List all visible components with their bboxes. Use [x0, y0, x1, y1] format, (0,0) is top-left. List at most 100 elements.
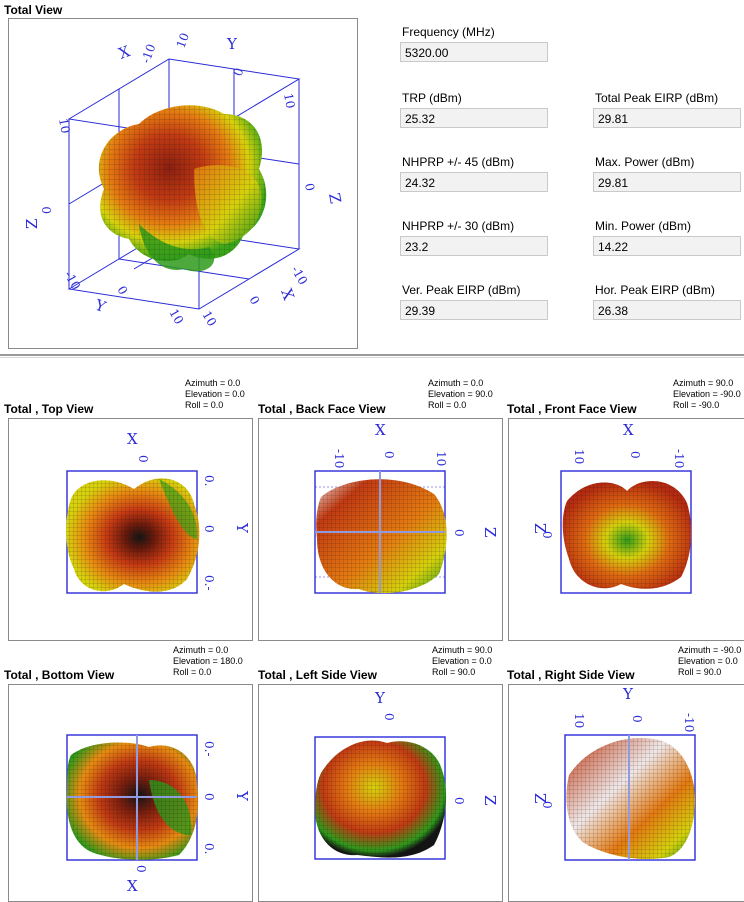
- total-view-y-label-top: Y: [226, 35, 238, 53]
- back-view-azimuth: Azimuth = 0.0: [428, 378, 484, 388]
- front-view-x-axis-label: X: [623, 421, 634, 439]
- left-view-plot[interactable]: Y 0 0 Z: [258, 684, 503, 902]
- right-view-plot[interactable]: Y 10 0 -10 Z 0: [508, 684, 744, 902]
- bottom-view-y-tick-3: 0.: [202, 843, 216, 854]
- back-view-x-tick-3: 10: [434, 451, 448, 466]
- total-view-tick-left-2: 0: [40, 206, 54, 214]
- front-view-x-tick-3: -10: [672, 449, 686, 468]
- ver-peak-eirp-label: Ver. Peak EIRP (dBm): [402, 283, 521, 297]
- front-view-svg: X 10 0 -10 Z 0: [531, 421, 692, 594]
- hor-peak-eirp-value[interactable]: 26.38: [593, 300, 741, 320]
- bottom-view-x-tick: 0: [134, 865, 148, 873]
- top-view-title: Total , Top View: [4, 402, 94, 416]
- right-view-svg: Y 10 0 -10 Z 0: [531, 685, 696, 861]
- back-view-z-tick: 0: [452, 529, 466, 537]
- right-view-azimuth: Azimuth = -90.0: [678, 645, 742, 655]
- section-divider: [0, 354, 744, 356]
- trp-label: TRP (dBm): [402, 91, 462, 105]
- top-view-elevation: Elevation = 0.0: [185, 389, 245, 399]
- total-view-tick-right-1: 10: [281, 92, 297, 109]
- right-view-elevation: Elevation = 0.0: [678, 656, 738, 666]
- top-view-x-tick: 0: [136, 455, 150, 463]
- total-view-tick-top-1: -10: [139, 42, 159, 65]
- back-view-title: Total , Back Face View: [258, 402, 386, 416]
- top-view-x-axis-label: X: [127, 430, 138, 448]
- front-view-elevation: Elevation = -90.0: [673, 389, 741, 399]
- bottom-view-y-tick-2: 0: [202, 793, 216, 801]
- total-view-tick-top-3: 0: [231, 66, 247, 78]
- max-power-value[interactable]: 29.81: [593, 172, 741, 192]
- left-view-y-tick: 0: [382, 713, 396, 721]
- left-view-svg: Y 0 0 Z: [314, 689, 499, 860]
- back-view-svg: X -10 0 10 0 Z: [314, 421, 499, 594]
- front-view-plot[interactable]: X 10 0 -10 Z 0: [508, 418, 744, 641]
- bottom-view-x-axis-label: X: [127, 877, 138, 895]
- back-view-x-tick-1: -10: [332, 449, 346, 468]
- top-view-y-tick-3: 0.-: [202, 575, 216, 591]
- total-view-x-label-bottom: X: [277, 286, 298, 302]
- total-view-tick-bottom-5: 0: [246, 294, 262, 308]
- bottom-view-meta: Azimuth = 0.0 Elevation = 180.0 Roll = 0…: [173, 645, 243, 678]
- top-view-meta: Azimuth = 0.0 Elevation = 0.0 Roll = 0.0: [185, 378, 245, 411]
- bottom-view-svg: 0.- 0 Y 0. 0 X: [66, 734, 251, 895]
- left-view-title: Total , Left Side View: [258, 668, 377, 682]
- right-view-y-tick-2: 0: [630, 715, 644, 723]
- back-view-z-axis-label: Z: [481, 527, 499, 537]
- top-view-y-axis-label: Y: [233, 522, 251, 534]
- total-peak-eirp-value[interactable]: 29.81: [593, 108, 741, 128]
- front-view-title: Total , Front Face View: [507, 402, 637, 416]
- trp-value[interactable]: 25.32: [400, 108, 548, 128]
- right-view-roll: Roll = 90.0: [678, 667, 722, 677]
- hor-peak-eirp-label: Hor. Peak EIRP (dBm): [595, 283, 715, 297]
- total-view-radiation-pattern: [98, 105, 267, 272]
- nhprp45-value[interactable]: 24.32: [400, 172, 548, 192]
- front-view-meta: Azimuth = 90.0 Elevation = -90.0 Roll = …: [673, 378, 741, 411]
- total-peak-eirp-label: Total Peak EIRP (dBm): [595, 91, 719, 105]
- right-view-y-tick-3: -10: [682, 713, 696, 732]
- frequency-label: Frequency (MHz): [402, 25, 495, 39]
- back-view-plot[interactable]: X -10 0 10 0 Z: [258, 418, 503, 641]
- left-view-roll: Roll = 90.0: [432, 667, 476, 677]
- total-view-title: Total View: [4, 3, 63, 17]
- front-view-x-tick-1: 10: [572, 449, 586, 464]
- right-view-z-axis-label: Z: [531, 793, 549, 803]
- total-view-tick-bottom-2: 0: [114, 284, 130, 298]
- bottom-view-azimuth: Azimuth = 0.0: [173, 645, 229, 655]
- front-view-roll: Roll = -90.0: [673, 400, 720, 410]
- total-view-3d-plot[interactable]: X -10 10 Y 0 10 0 Z 10 0 Z -10 0 Y 10 10…: [8, 18, 358, 349]
- total-view-tick-bottom-3: 10: [166, 307, 186, 327]
- back-view-meta: Azimuth = 0.0 Elevation = 90.0 Roll = 0.…: [428, 378, 493, 411]
- total-view-z-label-right: Z: [325, 192, 345, 205]
- back-view-x-axis-label: X: [375, 421, 386, 439]
- total-view-x-label-top: X: [116, 42, 132, 63]
- nhprp30-label: NHPRP +/- 30 (dBm): [402, 219, 515, 233]
- right-view-y-axis-label: Y: [622, 685, 634, 703]
- bottom-view-y-tick-1: 0.-: [202, 741, 216, 757]
- frequency-value[interactable]: 5320.00: [400, 42, 548, 62]
- nhprp30-value[interactable]: 23.2: [400, 236, 548, 256]
- bottom-view-plot[interactable]: 0.- 0 Y 0. 0 X: [8, 684, 253, 902]
- total-view-tick-top-2: 10: [174, 31, 192, 50]
- left-view-y-axis-label: Y: [374, 689, 386, 707]
- bottom-view-y-axis-label: Y: [233, 790, 251, 802]
- back-view-roll: Roll = 0.0: [428, 400, 467, 410]
- left-view-elevation: Elevation = 0.0: [432, 656, 492, 666]
- total-view-y-label-bottom: Y: [92, 296, 109, 317]
- min-power-label: Min. Power (dBm): [595, 219, 692, 233]
- top-view-plot[interactable]: X 0 0. 0 Y 0.-: [8, 418, 253, 641]
- front-view-z-axis-label: Z: [531, 523, 549, 533]
- right-view-title: Total , Right Side View: [507, 668, 635, 682]
- right-view-z-tick: 0: [540, 801, 554, 809]
- max-power-label: Max. Power (dBm): [595, 155, 695, 169]
- bottom-view-roll: Roll = 0.0: [173, 667, 212, 677]
- left-view-meta: Azimuth = 90.0 Elevation = 0.0 Roll = 90…: [432, 645, 492, 678]
- top-view-svg: X 0 0. 0 Y 0.-: [66, 430, 251, 594]
- bottom-view-title: Total , Bottom View: [4, 668, 115, 682]
- section-divider-shadow: [0, 357, 744, 358]
- right-view-y-tick-1: 10: [572, 713, 586, 728]
- ver-peak-eirp-value[interactable]: 29.39: [400, 300, 548, 320]
- nhprp45-label: NHPRP +/- 45 (dBm): [402, 155, 515, 169]
- total-view-svg: X -10 10 Y 0 10 0 Z 10 0 Z -10 0 Y 10 10…: [23, 31, 345, 329]
- right-view-meta: Azimuth = -90.0 Elevation = 0.0 Roll = 9…: [678, 645, 741, 678]
- min-power-value[interactable]: 14.22: [593, 236, 741, 256]
